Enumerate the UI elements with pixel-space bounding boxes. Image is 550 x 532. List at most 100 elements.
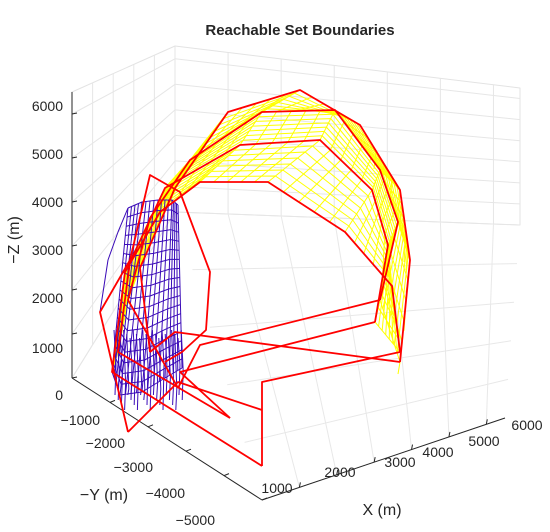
x-tick: [373, 457, 376, 463]
blue-mesh-line: [129, 337, 133, 401]
yellow-mesh-line: [363, 190, 405, 254]
gridline: [174, 185, 521, 205]
y-tick-label: −3000: [114, 459, 154, 475]
gridline: [209, 301, 515, 328]
y-tick-label: −1000: [61, 412, 101, 428]
blue-mesh-line: [174, 333, 178, 411]
x-tick: [485, 419, 488, 425]
gridline: [71, 58, 176, 115]
boundary-curve: [261, 351, 401, 466]
boundary-curve: [117, 139, 389, 419]
blue-mesh-line: [119, 201, 143, 396]
yellow-mesh-line: [372, 200, 407, 265]
x-tick: [411, 444, 414, 450]
z-tick: [71, 376, 78, 379]
gridline: [244, 378, 509, 443]
x-tick-label: 4000: [422, 444, 453, 460]
blue-mesh-line: [136, 200, 155, 393]
blue-mesh-line: [142, 329, 146, 401]
yellow-mesh-line: [175, 102, 258, 201]
yellow-mesh-line: [191, 93, 286, 189]
gridline: [227, 340, 512, 386]
yellow-mesh-line: [283, 121, 369, 193]
yellow-mesh-line: [254, 109, 349, 183]
boundary-curve: [149, 331, 401, 363]
blue-mesh-line: [119, 337, 123, 406]
z-tick-labels: 0 1000 2000 3000 4000 5000 6000: [32, 98, 63, 403]
blue-mesh-line: [173, 202, 176, 374]
z-axis-label: −Z (m): [6, 216, 23, 264]
z-tick-label: 3000: [32, 242, 63, 258]
yellow-mesh-line: [226, 103, 325, 183]
x-tick-label: 3000: [384, 454, 415, 470]
y-axis-label: −Y (m): [80, 487, 128, 504]
z-tick: [71, 288, 78, 291]
gridline: [71, 83, 176, 159]
y-tick: [261, 497, 268, 501]
yellow-mesh-line: [382, 211, 409, 276]
boundary-curve: [139, 89, 411, 363]
blue-mesh-line: [123, 329, 127, 411]
blue-mesh-line: [164, 333, 168, 396]
z-tick: [71, 156, 78, 159]
yellow-mesh-line: [329, 157, 393, 223]
gridline: [174, 211, 521, 226]
blue-mesh-line: [135, 333, 139, 411]
gridline: [71, 109, 176, 203]
y-tick: [185, 448, 192, 452]
z-tick-label: 5000: [32, 146, 63, 162]
z-tick: [71, 200, 78, 203]
gridline: [439, 221, 450, 437]
blue-mesh-line: [168, 201, 174, 376]
blue-mesh-line: [132, 329, 136, 406]
axes-box: [71, 92, 506, 501]
blue-mesh-line: [167, 337, 171, 401]
boundary-curve: [127, 109, 399, 389]
x-tick-label: 6000: [511, 417, 542, 433]
y-tick-label: −2000: [86, 435, 126, 451]
blue-mesh-line: [171, 329, 175, 406]
blue-mesh-line: [176, 203, 179, 371]
z-tick-label: 4000: [32, 194, 63, 210]
x-tick: [336, 469, 339, 475]
yellow-mesh-line: [199, 89, 301, 183]
gridline: [174, 134, 521, 163]
gridline: [71, 135, 176, 247]
blue-mesh-surface: [99, 199, 184, 411]
blue-mesh-line: [126, 333, 130, 396]
yellow-mesh-line: [373, 150, 377, 170]
z-tick-label: 0: [55, 387, 63, 403]
yellow-mesh-line: [353, 179, 403, 244]
blue-mesh-line: [99, 207, 129, 313]
blue-mesh-line: [153, 199, 166, 386]
blue-mesh-line: [158, 199, 169, 382]
y-tick: [109, 399, 116, 403]
z-tick: [71, 332, 78, 335]
x-axis-label: X (m): [362, 502, 401, 519]
x-tick-label: 2000: [324, 464, 355, 480]
chart-title: Reachable Set Boundaries: [205, 22, 394, 39]
gridline: [485, 223, 494, 425]
x-axis-line: [261, 417, 506, 501]
yellow-mesh-line: [384, 237, 409, 300]
blue-mesh-line: [145, 333, 149, 406]
z-tick-label: 1000: [32, 340, 63, 356]
y-tick-label: −4000: [146, 485, 186, 501]
axes-grid: [71, 45, 521, 501]
yellow-mesh-line: [397, 361, 401, 375]
yellow-mesh-line: [298, 133, 377, 203]
y-tick: [223, 473, 230, 477]
yellow-mesh-line: [213, 96, 313, 183]
yellow-mesh-line: [313, 145, 385, 213]
y-axis-line: [71, 377, 263, 501]
gridline: [71, 160, 176, 291]
boundary-curve: [111, 181, 401, 467]
boundary-curve: [179, 321, 376, 419]
yellow-mesh-line: [403, 231, 407, 263]
yellow-mesh-line: [344, 169, 401, 233]
gridline: [192, 263, 518, 271]
boundary-curve: [127, 381, 263, 433]
boundary-curve: [99, 174, 211, 433]
blue-mesh-line: [113, 329, 117, 396]
yellow-mesh-line: [382, 252, 407, 313]
